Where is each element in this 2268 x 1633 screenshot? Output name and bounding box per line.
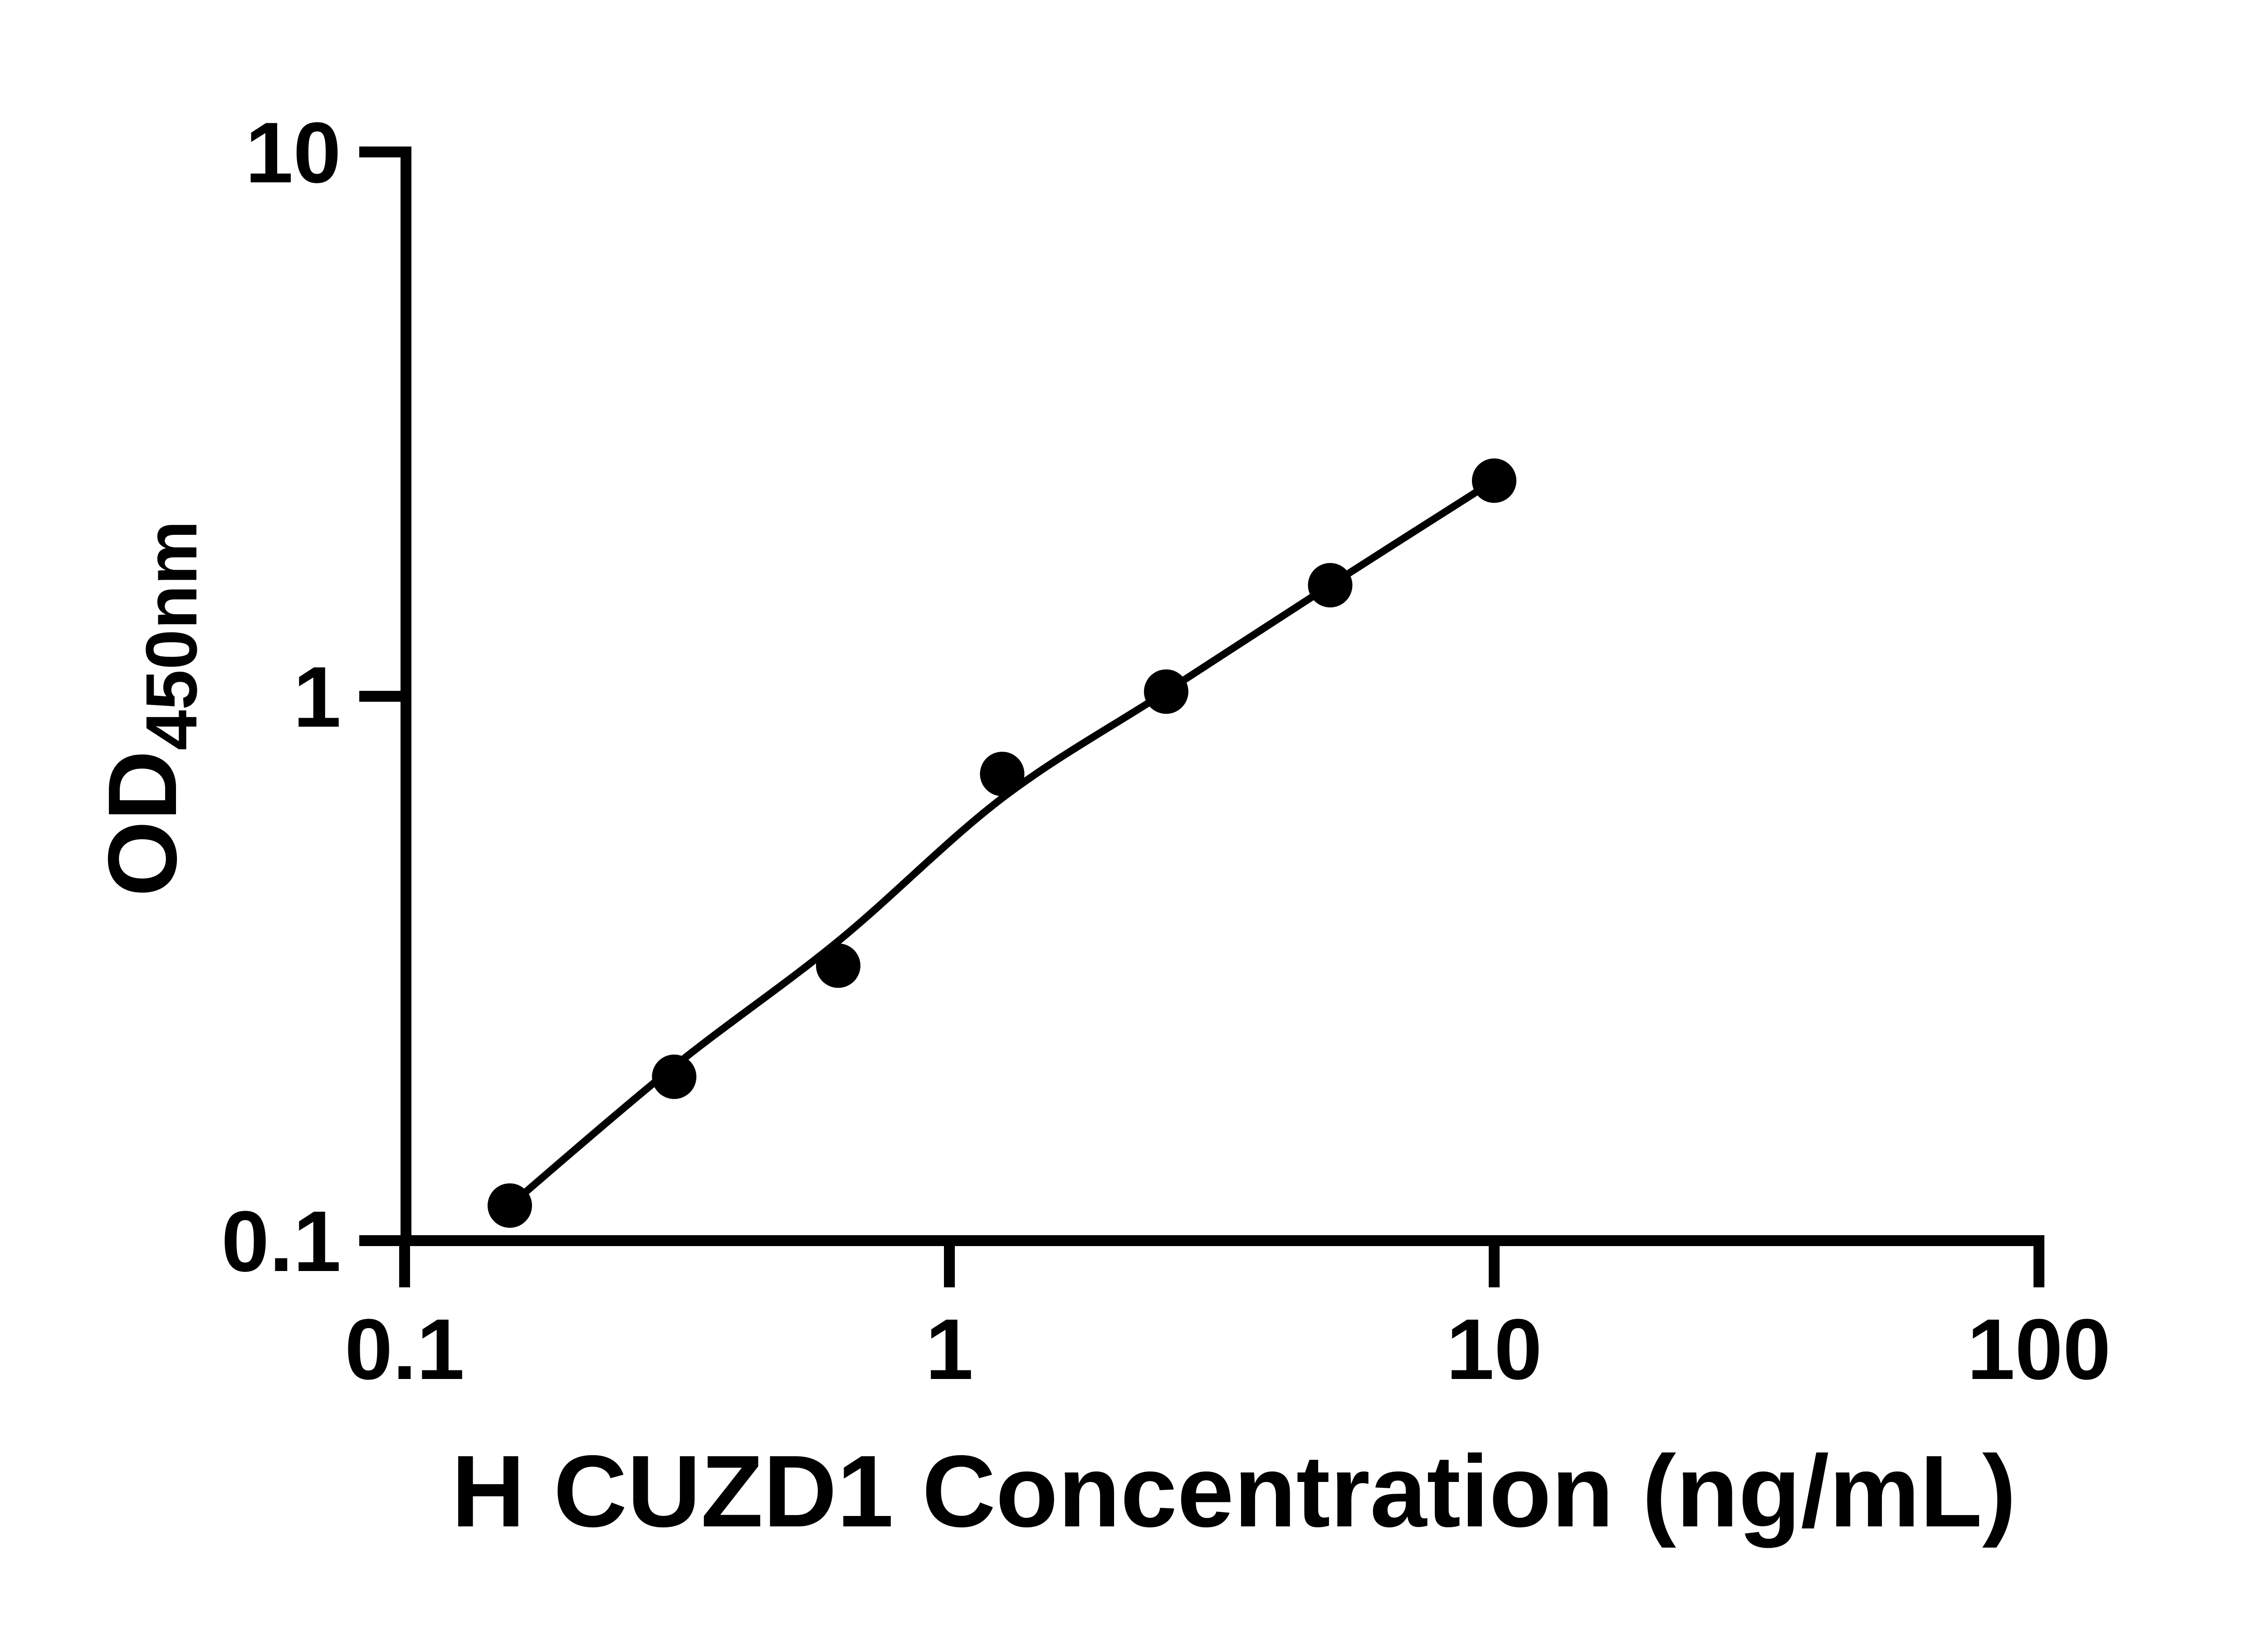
y-tick-label: 10: [245, 105, 341, 201]
y-tick-label: 0.1: [221, 1193, 341, 1290]
y-tick-label: 1: [293, 649, 341, 745]
y-axis-title-subscript: 450nm: [131, 520, 212, 750]
axes: [401, 147, 2044, 1246]
data-point: [652, 1054, 697, 1099]
data-points: [487, 458, 1516, 1228]
x-axis-title: H CUZD1 Concentration (ng/mL): [451, 1434, 2016, 1548]
x-tick-label: 0.1: [345, 1301, 464, 1398]
axis-tick-labels: 0.1 1 10 0.1 1 10 100: [221, 105, 2111, 1398]
data-point: [1472, 458, 1516, 503]
x-tick-label: 10: [1446, 1301, 1542, 1398]
data-point: [980, 752, 1025, 797]
data-point: [487, 1183, 532, 1228]
data-point: [816, 943, 860, 988]
y-axis-title-main: OD: [88, 750, 197, 897]
data-point: [1144, 669, 1188, 714]
x-tick-label: 100: [1967, 1301, 2111, 1398]
data-point: [1308, 563, 1353, 608]
y-axis-title: OD450nm: [88, 520, 212, 896]
x-tick-label: 1: [925, 1301, 973, 1398]
axis-ticks: [359, 147, 2044, 1287]
